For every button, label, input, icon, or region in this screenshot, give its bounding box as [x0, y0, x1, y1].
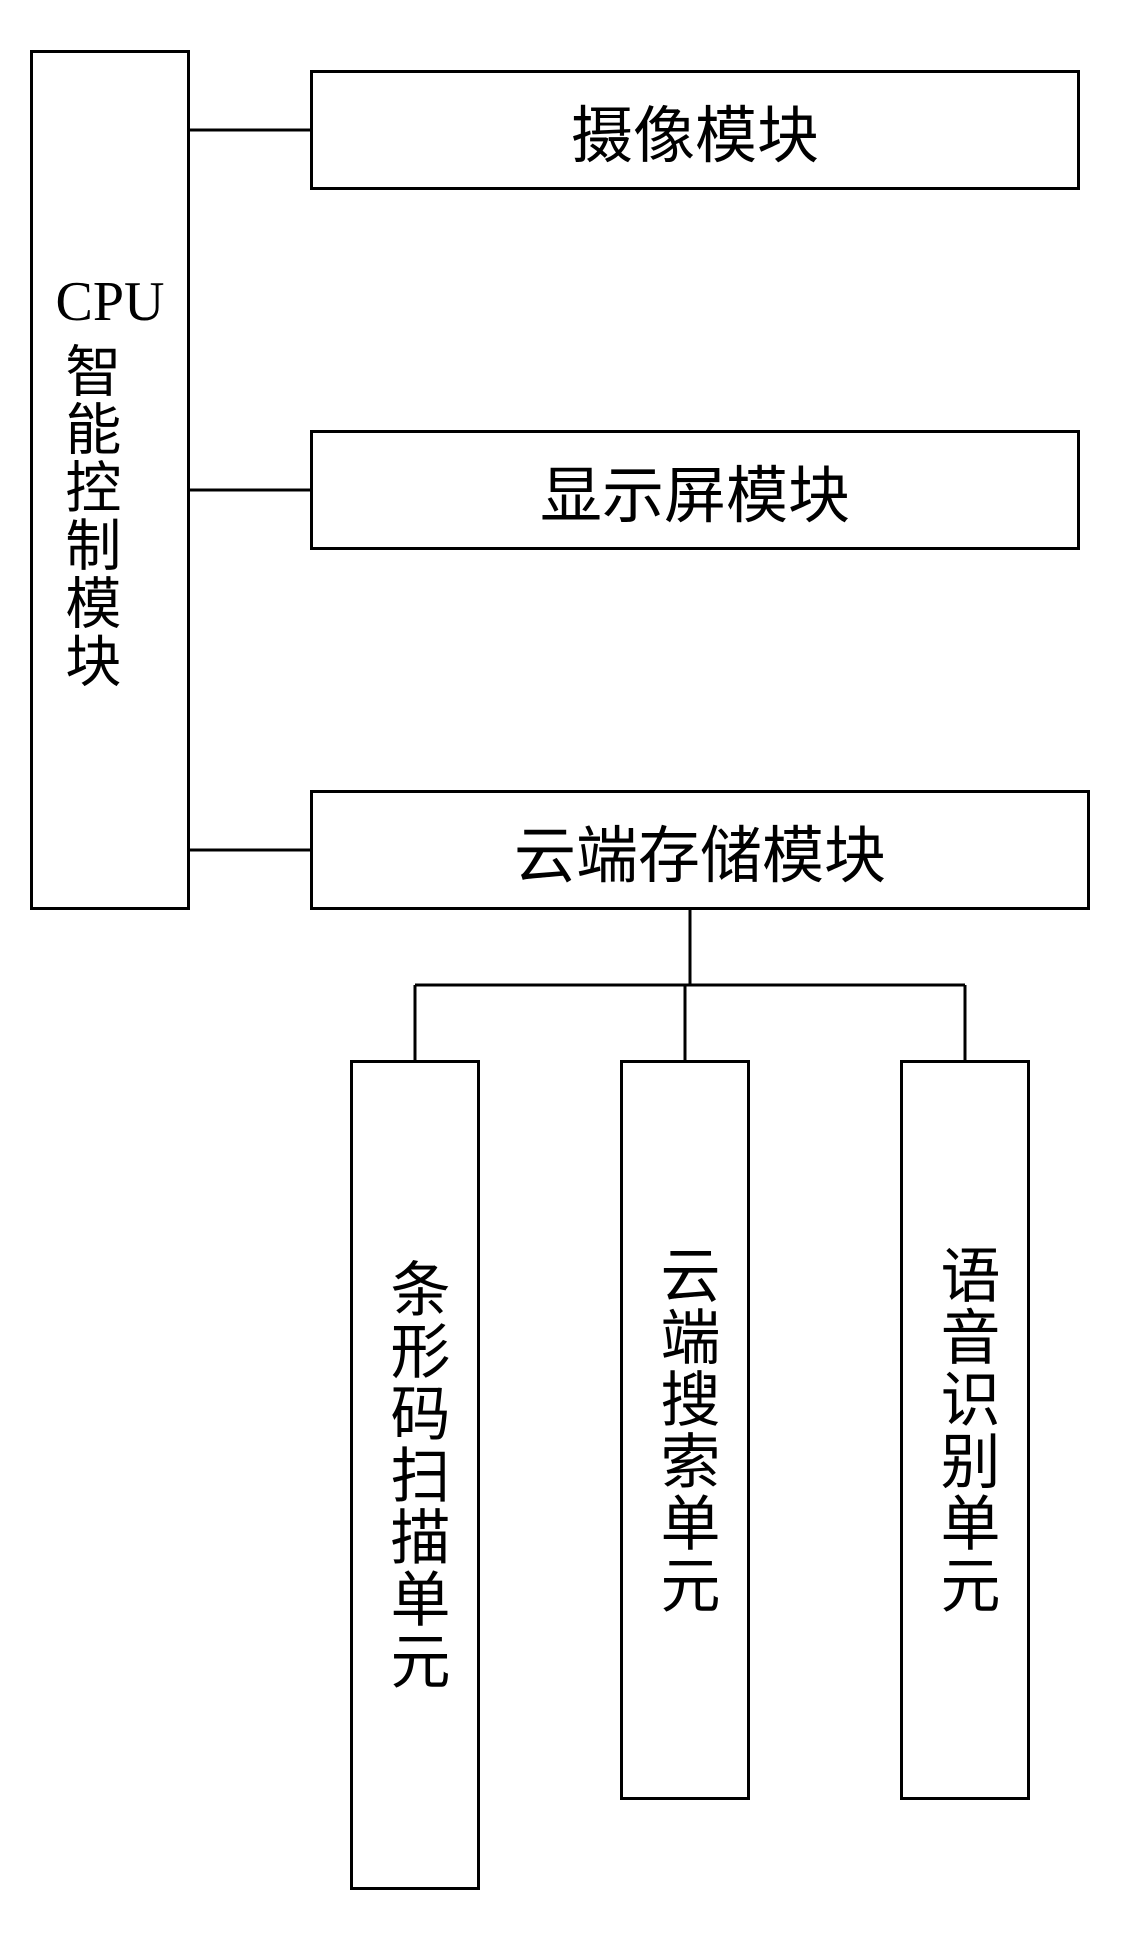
voice-recognition-unit-node: 语音识别单元	[900, 1060, 1030, 1800]
cloud-search-unit-label: 云端搜索单元	[640, 1244, 730, 1616]
camera-module-label: 摄像模块	[571, 85, 819, 175]
display-module-label: 显示屏模块	[540, 445, 850, 535]
cpu-control-module-node: CPU 智能控制模块	[30, 50, 190, 910]
cpu-label-rest: 智能控制模块	[56, 342, 120, 690]
cloud-storage-module-node: 云端存储模块	[310, 790, 1090, 910]
camera-module-node: 摄像模块	[310, 70, 1080, 190]
voice-recognition-unit-label: 语音识别单元	[920, 1244, 1010, 1616]
cpu-label-line1: CPU	[56, 270, 165, 334]
barcode-scan-unit-node: 条形码扫描单元	[350, 1060, 480, 1890]
cloud-storage-module-label: 云端存储模块	[514, 805, 886, 895]
display-module-node: 显示屏模块	[310, 430, 1080, 550]
cloud-search-unit-node: 云端搜索单元	[620, 1060, 750, 1800]
cpu-control-module-label: CPU 智能控制模块	[56, 270, 165, 690]
barcode-scan-unit-label: 条形码扫描单元	[370, 1258, 460, 1692]
